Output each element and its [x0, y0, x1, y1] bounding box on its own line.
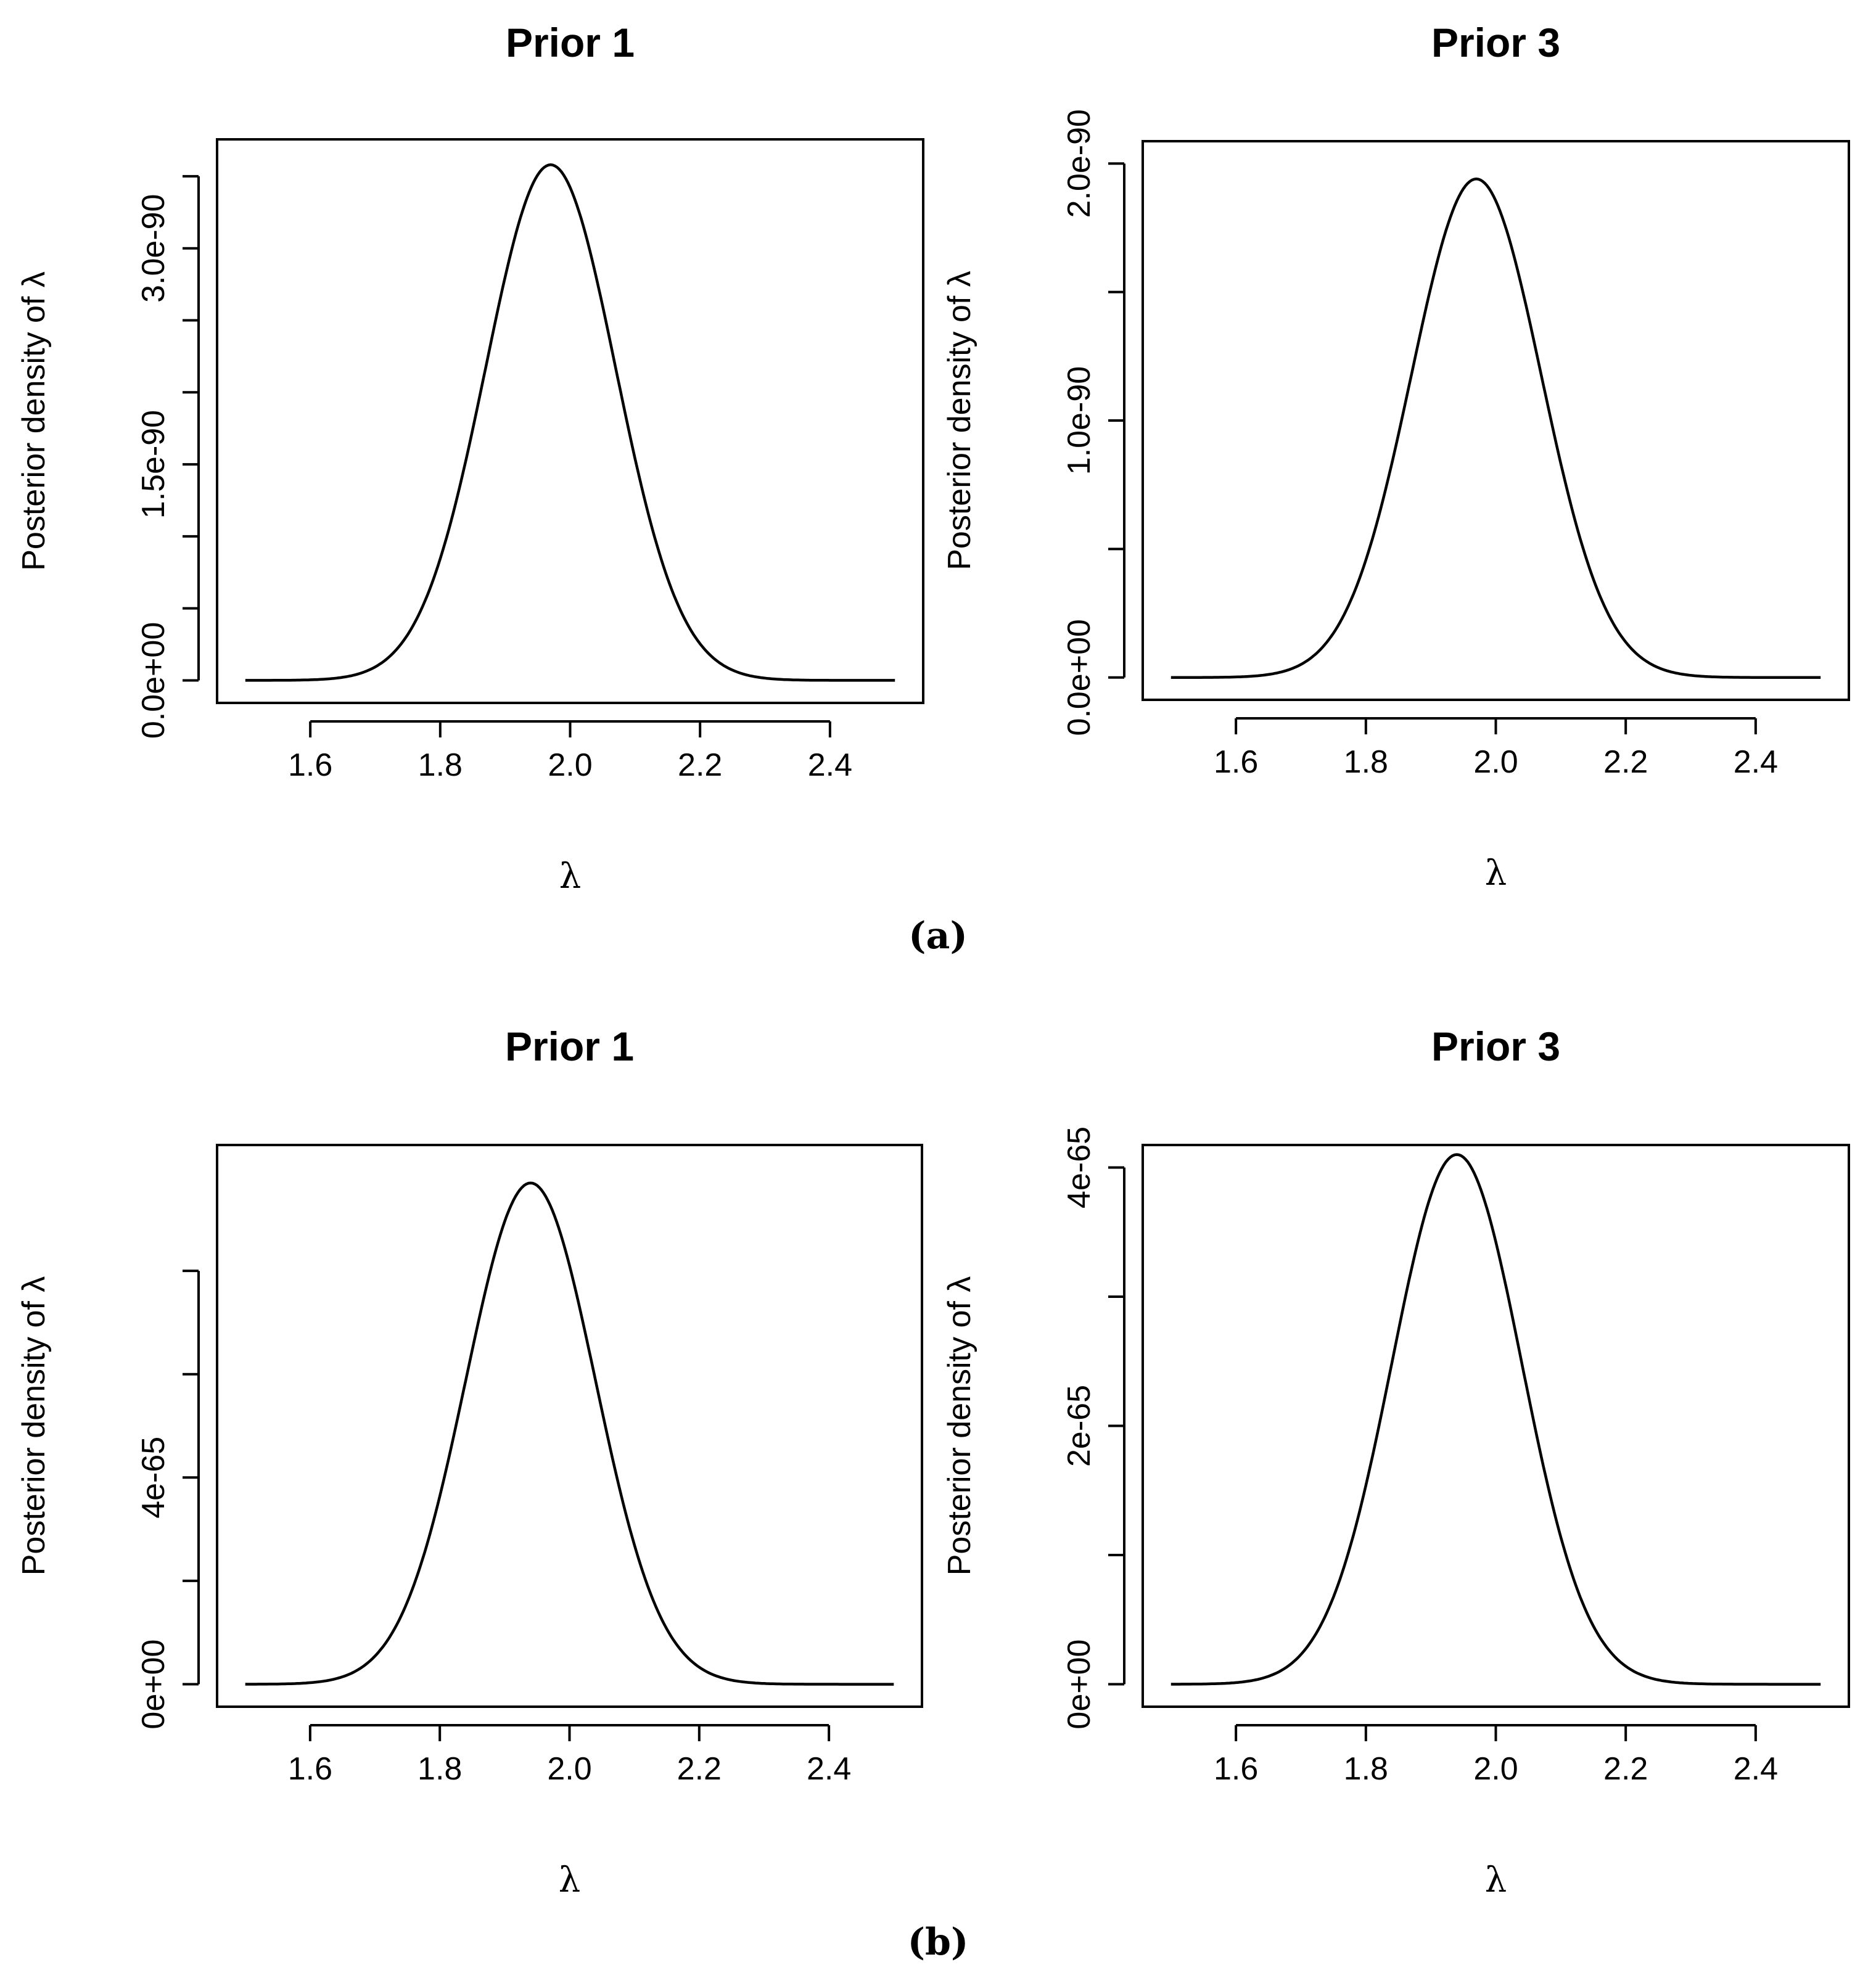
y-tick-label: 4e-65 [1061, 1127, 1097, 1209]
plot-frame [1142, 1144, 1850, 1708]
chart-panel-3: 1.6 1.8 2.0 2.2 2.4 0e+00 4e-65 Prior 1 λ Posteri… [16, 1024, 923, 1900]
caption-b: (b) [908, 1921, 969, 1964]
x-tick-label: 2.2 [1603, 1751, 1648, 1787]
plot-frame [1142, 140, 1850, 701]
y-tick-label: 0e+00 [1061, 1640, 1097, 1730]
y-axis-label: Posterior density of λ [942, 1276, 977, 1576]
density-curve [1170, 1153, 1821, 1686]
x-tick-label: 2.4 [1734, 744, 1778, 780]
x-tick-label: 1.8 [418, 1751, 462, 1787]
density-curve [1170, 177, 1821, 679]
x-tick-label: 1.8 [418, 747, 463, 783]
y-tick-label: 2e-65 [1061, 1385, 1097, 1467]
x-tick-label: 1.6 [1214, 744, 1258, 780]
x-tick-label: 2.2 [678, 747, 722, 783]
caption-a: (a) [908, 914, 968, 958]
x-tick-label: 2.0 [1473, 1751, 1518, 1787]
chart-title: Prior 3 [1431, 20, 1560, 65]
y-tick-label: 0.0e+00 [136, 622, 171, 739]
chart-panel-4: 1.6 1.8 2.0 2.2 2.4 0e+00 2e-65 4e-65 Prior 3 λ Po… [942, 1024, 1850, 1900]
x-tick-label: 2.2 [677, 1751, 722, 1787]
y-tick-label: 4e-65 [136, 1437, 171, 1519]
x-axis-label: λ [559, 1860, 581, 1900]
y-tick-label: 3.0e-90 [136, 194, 171, 303]
plot-frame [216, 138, 924, 704]
x-tick-label: 2.0 [547, 1751, 591, 1787]
y-axis-label: Posterior density of λ [942, 271, 977, 570]
y-axis-label: Posterior density of λ [16, 271, 52, 571]
y-tick-label: 1.5e-90 [136, 410, 171, 519]
chart-panel-1: 1.6 1.8 2.0 2.2 2.4 0.0e+00 1.5e-90 3.0e-90 Prio… [16, 20, 924, 897]
x-tick-label: 1.6 [1214, 1751, 1258, 1787]
x-axis-label: λ [559, 856, 582, 897]
x-tick-label: 1.6 [288, 1751, 332, 1787]
y-tick-label: 1.0e-90 [1061, 366, 1097, 475]
x-tick-label: 2.4 [807, 1751, 851, 1787]
chart-title: Prior 3 [1431, 1024, 1560, 1069]
x-tick-label: 2.2 [1603, 744, 1648, 780]
x-tick-label: 2.0 [548, 747, 592, 783]
x-axis-label: λ [1485, 853, 1507, 893]
y-tick-label: 0e+00 [136, 1640, 171, 1730]
x-tick-label: 2.0 [1473, 744, 1518, 780]
x-tick-label: 1.6 [288, 747, 332, 783]
y-tick-label: 2.0e-90 [1061, 109, 1097, 218]
chart-panel-2: 1.6 1.8 2.0 2.2 2.4 0.0e+00 1.0e-90 2.0e-90 Prio… [942, 20, 1850, 893]
density-curve [245, 163, 895, 682]
x-tick-label: 2.4 [1734, 1751, 1778, 1787]
y-tick-label: 0.0e+00 [1061, 619, 1097, 736]
x-tick-label: 1.8 [1344, 1751, 1388, 1787]
density-curve [245, 1181, 894, 1686]
x-tick-label: 1.8 [1344, 744, 1388, 780]
x-tick-label: 2.4 [808, 747, 852, 783]
plot-frame [216, 1144, 923, 1708]
chart-title: Prior 1 [506, 20, 635, 65]
y-axis-label: Posterior density of λ [16, 1276, 52, 1576]
chart-title: Prior 1 [505, 1024, 634, 1069]
x-axis-label: λ [1485, 1860, 1507, 1900]
